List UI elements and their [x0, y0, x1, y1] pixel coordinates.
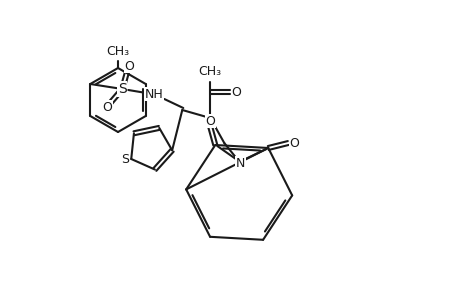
Text: O: O	[124, 59, 134, 73]
Text: N: N	[235, 157, 245, 169]
Text: O: O	[102, 100, 112, 113]
Text: O: O	[205, 115, 215, 128]
Text: O: O	[289, 136, 298, 149]
Text: CH₃: CH₃	[198, 65, 221, 78]
Text: S: S	[121, 152, 129, 166]
Text: CH₃: CH₃	[106, 45, 129, 58]
Text: S: S	[118, 82, 126, 96]
Text: NH: NH	[145, 88, 163, 100]
Text: O: O	[231, 85, 241, 98]
